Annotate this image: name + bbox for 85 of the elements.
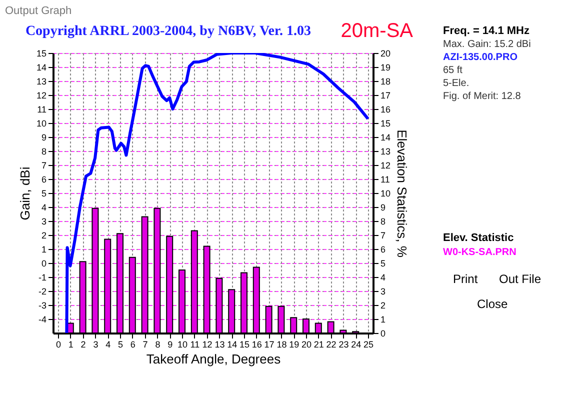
- y-tick-label: 9: [41, 132, 46, 142]
- y-tick-label: 3: [41, 216, 46, 226]
- y-tick-label: 13: [36, 76, 46, 86]
- y-tick-label: 2: [41, 230, 46, 240]
- chart-title: Copyright ARRL 2003-2004, by N6BV, Ver. 1.03: [25, 24, 311, 39]
- chart-subtitle: 20m-SA: [340, 20, 414, 42]
- text: Out File: [499, 272, 542, 286]
- y-axis-title: Gain, dBi: [17, 166, 32, 220]
- y2-tick-label: 18: [380, 76, 391, 86]
- x-tick-label: 24: [351, 340, 362, 350]
- x-tick-label: 2: [80, 340, 86, 350]
- y-tick-label: 0: [41, 258, 46, 268]
- y2-tick-label: 12: [380, 160, 391, 170]
- y2-tick-label: 17: [380, 90, 391, 100]
- x-tick-label: 1: [68, 340, 74, 350]
- y2-tick-label: 19: [380, 62, 391, 72]
- x-tick-label: 14: [227, 340, 238, 350]
- y-tick-label: 5: [41, 188, 46, 198]
- y-tick-label: 11: [37, 104, 46, 114]
- y-tick-label: 10: [36, 118, 46, 128]
- y-tick-label: 4: [41, 202, 46, 212]
- text: AZI-135.00.PRO: [443, 52, 518, 63]
- y-tick-label: 12: [36, 90, 46, 100]
- y2-tick-label: 6: [380, 244, 386, 254]
- x-tick-label: 9: [168, 340, 173, 350]
- text: Elev. Statistic: [443, 232, 514, 244]
- text: Max. Gain: 15.2 dBi: [443, 39, 531, 50]
- y-tick-label: 6: [41, 174, 46, 184]
- x-tick-label: 21: [314, 340, 324, 350]
- line-series: [65, 53, 370, 333]
- y-tick-label: 1: [41, 244, 46, 254]
- y2-tick-label: 3: [380, 286, 386, 296]
- y2-tick-label: 7: [380, 230, 386, 240]
- y2-axis-title: Elevation Statistics, %: [394, 130, 410, 258]
- y-tick-label: -2: [38, 286, 46, 296]
- text: Close: [477, 297, 508, 311]
- x-tick-label: 4: [106, 340, 111, 350]
- text: Fig. of Merit: 12.8: [443, 91, 522, 102]
- x-tick-label: 18: [276, 340, 287, 350]
- y-tick-label: 15: [36, 48, 46, 58]
- x-tick-label: 23: [338, 340, 349, 350]
- y2-tick-label: 13: [380, 146, 391, 156]
- y-tick-label: -3: [38, 300, 46, 310]
- text: Print: [453, 272, 478, 286]
- y-tick-label: 14: [36, 62, 46, 72]
- y2-tick-label: 15: [380, 118, 391, 128]
- x-tick-label: 6: [130, 340, 136, 350]
- y2-tick-label: 1: [380, 314, 386, 324]
- text: W0-KS-SA.PRN: [443, 247, 516, 258]
- x-tick-label: 19: [289, 340, 300, 350]
- y2-tick-label: 20: [380, 48, 391, 58]
- x-tick-label: 0: [56, 340, 62, 350]
- text: Freq. = 14.1 MHz: [443, 25, 530, 37]
- y-tick-label: -4: [38, 314, 46, 324]
- x-tick-label: 3: [93, 340, 98, 350]
- y2-tick-label: 5: [380, 258, 386, 268]
- y2-tick-label: 4: [380, 272, 386, 282]
- y-tick-label: 8: [41, 146, 46, 156]
- x-tick-label: 17: [264, 340, 274, 350]
- y2-tick-label: 2: [380, 300, 386, 310]
- x-tick-label: 7: [142, 340, 148, 350]
- text: 65 ft: [443, 65, 463, 76]
- y2-tick-label: 11: [380, 174, 390, 184]
- x-tick-label: 5: [118, 340, 124, 350]
- x-tick-label: 8: [155, 340, 160, 350]
- x-tick-label: 25: [363, 340, 374, 350]
- x-tick-label: 15: [239, 340, 250, 350]
- x-tick-label: 22: [326, 340, 336, 350]
- y2-tick-label: 0: [380, 328, 386, 338]
- y2-tick-label: 8: [380, 216, 386, 226]
- text: Output Graph: [5, 5, 72, 17]
- y2-tick-label: 16: [380, 104, 391, 114]
- x-tick-label: 11: [190, 340, 200, 350]
- x-axis-title: Takeoff Angle, Degrees: [146, 352, 282, 366]
- text: 5-Ele.: [443, 78, 470, 89]
- x-tick-label: 12: [202, 340, 212, 350]
- x-tick-label: 10: [177, 340, 188, 350]
- x-tick-label: 13: [214, 340, 225, 350]
- y2-tick-label: 14: [380, 132, 391, 142]
- y-tick-label: -1: [38, 272, 46, 282]
- y2-tick-label: 9: [380, 202, 386, 212]
- x-tick-label: 16: [252, 340, 262, 350]
- y2-tick-label: 10: [380, 188, 391, 198]
- y-tick-label: 7: [41, 160, 46, 170]
- x-tick-label: 20: [301, 340, 312, 350]
